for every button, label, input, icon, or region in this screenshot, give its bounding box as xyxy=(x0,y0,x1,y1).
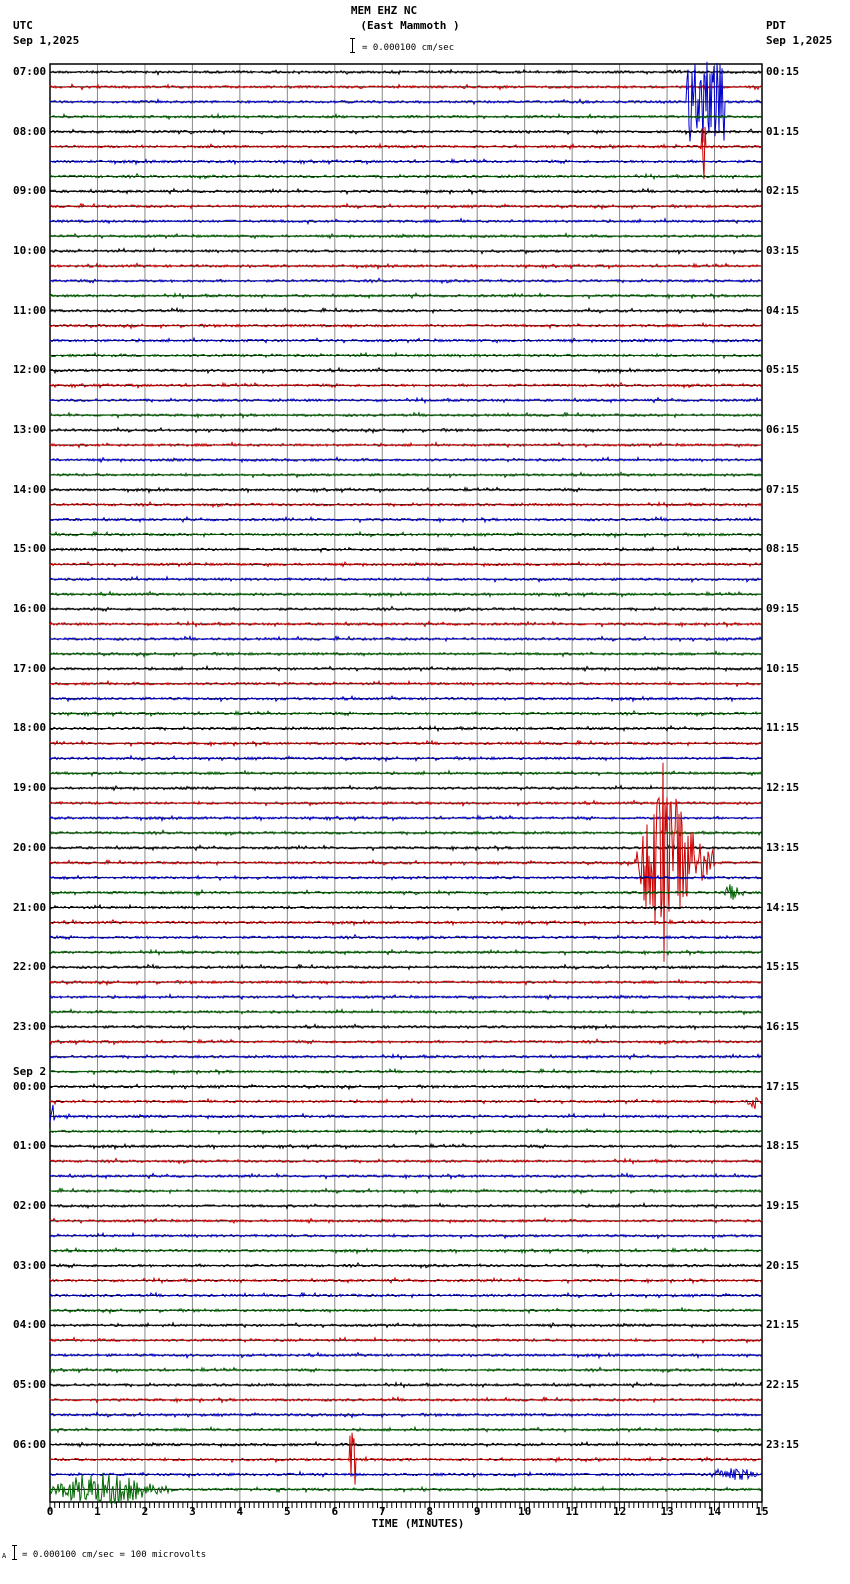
utc-hour-label: 02:00 xyxy=(13,1198,47,1212)
pdt-hour-label: 02:15 xyxy=(766,184,800,198)
pdt-hour-label: 20:15 xyxy=(766,1258,800,1272)
x-tick-label: 9 xyxy=(473,1505,481,1518)
pdt-hour-label: 09:15 xyxy=(766,602,800,616)
x-tick-label: 8 xyxy=(426,1505,434,1518)
utc-hour-label: 18:00 xyxy=(13,721,47,735)
pdt-hour-label: 05:15 xyxy=(766,363,800,377)
right-date: Sep 1,2025 xyxy=(766,34,833,47)
utc-hour-label: 15:00 xyxy=(13,542,47,556)
utc-hour-label: 22:00 xyxy=(13,960,47,974)
pdt-hour-label: 23:15 xyxy=(766,1437,800,1451)
x-tick-label: 0 xyxy=(46,1505,54,1518)
utc-hour-label: 13:00 xyxy=(13,423,47,437)
pdt-hour-label: 17:15 xyxy=(766,1079,800,1093)
x-tick-label: 11 xyxy=(565,1505,579,1518)
utc-hour-label: 14:00 xyxy=(13,482,47,496)
pdt-hour-label: 12:15 xyxy=(766,781,800,795)
left-timezone: UTC xyxy=(13,19,33,32)
pdt-hour-label: 10:15 xyxy=(766,661,800,675)
utc-hour-label: 03:00 xyxy=(13,1258,47,1272)
station-location: (East Mammoth ) xyxy=(360,19,460,32)
x-axis-label: TIME (MINUTES) xyxy=(371,1517,465,1530)
pdt-hour-label: 01:15 xyxy=(766,124,800,138)
pdt-hour-label: 15:15 xyxy=(766,960,800,974)
pdt-hour-label: 06:15 xyxy=(766,423,800,437)
x-tick-label: 13 xyxy=(660,1505,674,1518)
x-tick-label: 14 xyxy=(707,1505,722,1518)
utc-hour-label: 04:00 xyxy=(13,1318,47,1332)
pdt-hour-label: 18:15 xyxy=(766,1139,800,1153)
footer-scale-prefix: A xyxy=(2,1552,7,1560)
utc-hour-label: 11:00 xyxy=(13,303,47,317)
utc-hour-label: 09:00 xyxy=(13,184,47,198)
utc-hour-label: 07:00 xyxy=(13,65,47,78)
footer-scale-text: = 0.000100 cm/sec = 100 microvolts xyxy=(22,1550,207,1560)
pdt-hour-label: 00:15 xyxy=(766,65,800,78)
x-tick-label: 12 xyxy=(612,1505,627,1518)
date-change-label: Sep 2 xyxy=(13,1064,47,1078)
x-tick-label: 6 xyxy=(331,1505,339,1518)
utc-hour-label: 16:00 xyxy=(13,602,47,616)
pdt-hour-label: 21:15 xyxy=(766,1318,800,1332)
x-tick-label: 10 xyxy=(518,1505,532,1518)
station-title: MEM EHZ NC xyxy=(350,4,418,17)
pdt-hour-label: 07:15 xyxy=(766,482,800,496)
pdt-hour-label: 08:15 xyxy=(766,542,800,556)
x-tick-label: 4 xyxy=(236,1505,244,1518)
left-date: Sep 1,2025 xyxy=(13,34,80,47)
x-tick-label: 7 xyxy=(378,1505,386,1518)
utc-hour-label: 17:00 xyxy=(13,661,47,675)
scale-text: = 0.000100 cm/sec xyxy=(362,43,455,53)
pdt-hour-label: 16:15 xyxy=(766,1019,800,1033)
utc-hour-label: 08:00 xyxy=(13,124,47,138)
utc-hour-label: 00:00 xyxy=(13,1079,47,1093)
utc-hour-label: 10:00 xyxy=(13,244,47,258)
x-tick-label: 1 xyxy=(94,1505,101,1518)
utc-hour-label: 20:00 xyxy=(13,840,47,854)
pdt-hour-label: 13:15 xyxy=(766,840,800,854)
utc-hour-label: 01:00 xyxy=(13,1139,47,1153)
footer-scale-bar-icon xyxy=(12,1545,20,1560)
scale-bar-icon xyxy=(350,38,358,53)
x-tick-label: 2 xyxy=(141,1505,149,1518)
pdt-hour-label: 04:15 xyxy=(766,303,800,317)
utc-hour-label: 12:00 xyxy=(13,363,47,377)
pdt-hour-label: 19:15 xyxy=(766,1198,800,1212)
utc-hour-label: 05:00 xyxy=(13,1377,47,1391)
utc-hour-label: 19:00 xyxy=(13,781,47,795)
pdt-hour-label: 11:15 xyxy=(766,721,800,735)
x-tick-label: 3 xyxy=(189,1505,196,1518)
utc-hour-label: 23:00 xyxy=(13,1019,47,1033)
pdt-hour-label: 22:15 xyxy=(766,1377,800,1391)
pdt-hour-label: 03:15 xyxy=(766,244,800,258)
x-tick-label: 5 xyxy=(284,1505,291,1518)
utc-hour-label: 06:00 xyxy=(13,1437,47,1451)
utc-hour-label: 21:00 xyxy=(13,900,47,914)
pdt-hour-label: 14:15 xyxy=(766,900,800,914)
right-timezone: PDT xyxy=(766,19,786,32)
x-tick-label: 15 xyxy=(755,1505,769,1518)
